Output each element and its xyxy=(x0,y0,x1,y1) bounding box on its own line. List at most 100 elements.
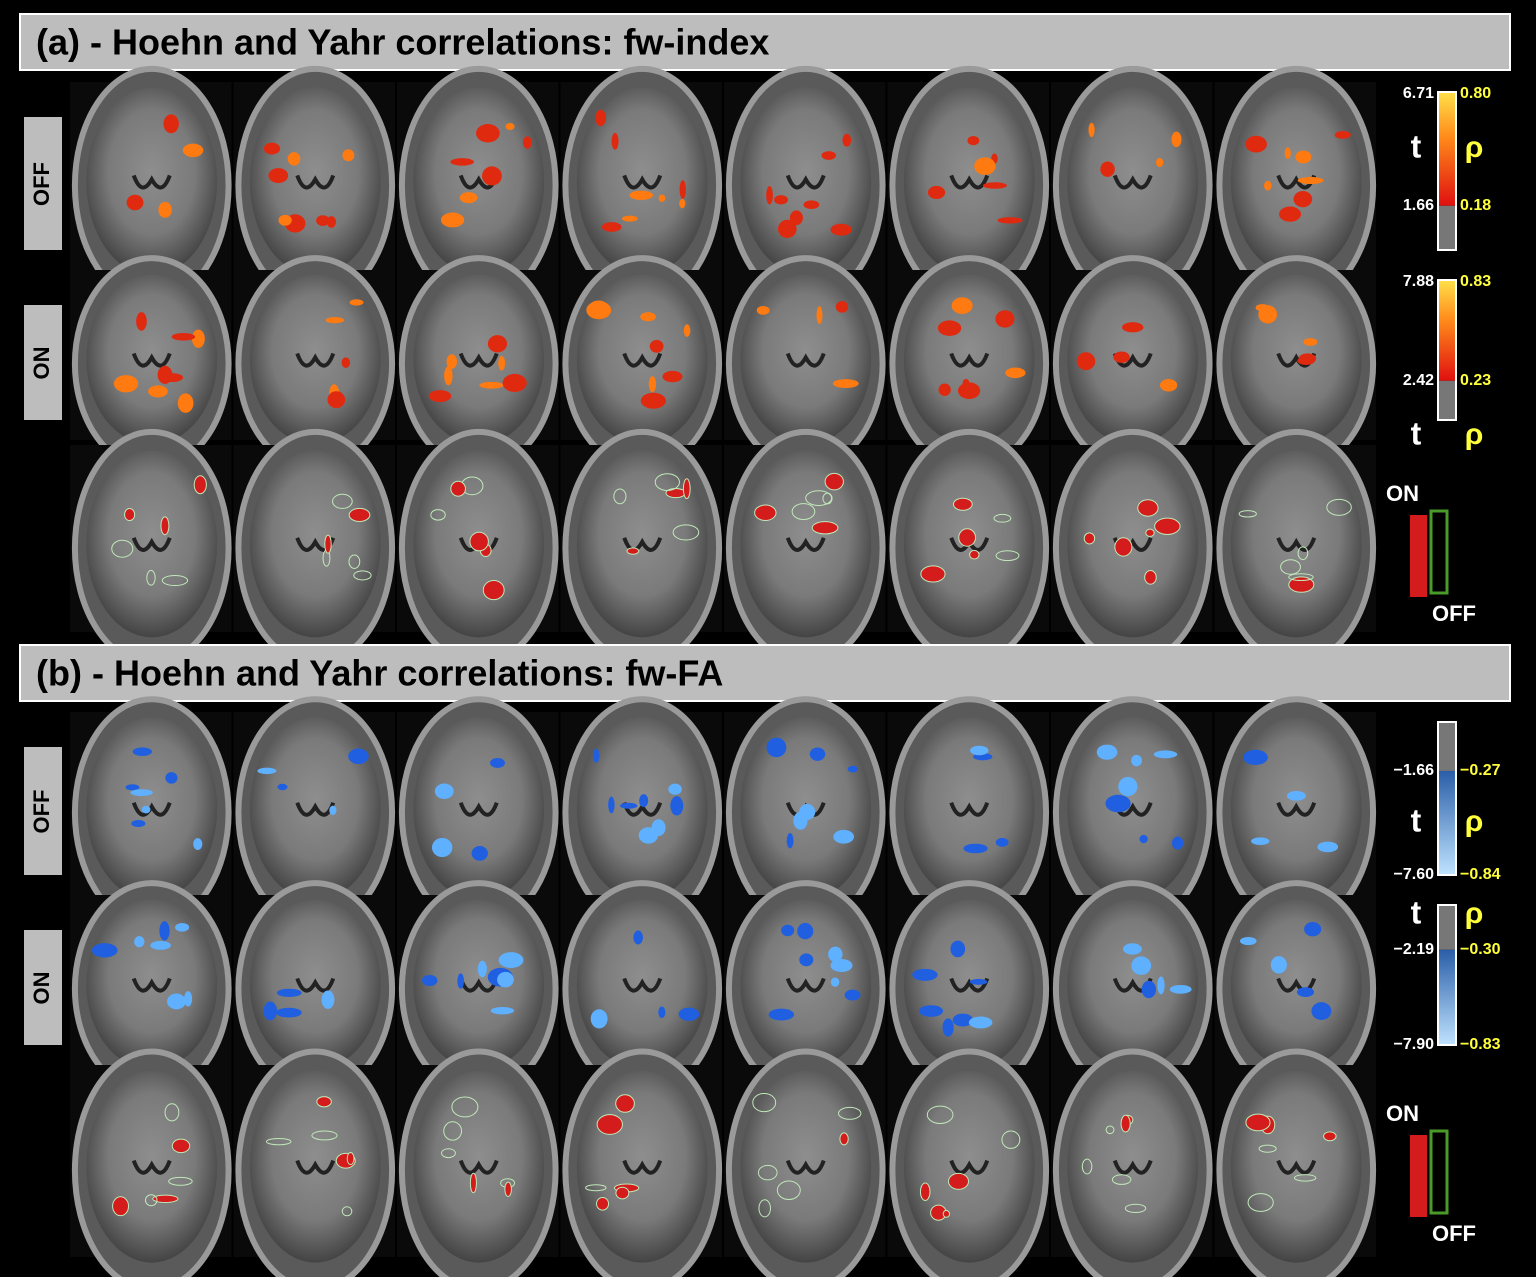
activation-blob xyxy=(799,953,814,967)
colorbar-rho-symbol: ρ xyxy=(1465,805,1484,838)
brain-slice xyxy=(397,696,559,930)
activation-blob xyxy=(601,222,622,232)
brain-slice xyxy=(397,428,559,667)
ventricles xyxy=(458,977,499,993)
activation-blob xyxy=(193,838,203,850)
activation-blob xyxy=(842,133,852,147)
activation-blob xyxy=(443,1121,463,1141)
activation-blob xyxy=(1001,1130,1021,1149)
activation-blob xyxy=(434,783,454,800)
colorbar-frame xyxy=(1437,721,1457,876)
activation-blob xyxy=(457,973,465,989)
activation-blob xyxy=(962,378,970,389)
activation-blob xyxy=(164,1103,180,1122)
activation-blob xyxy=(649,339,664,353)
brain-slice xyxy=(397,880,559,1097)
activation-blob xyxy=(326,216,337,228)
activation-blob xyxy=(348,554,361,569)
activation-blob xyxy=(682,478,691,500)
activation-blob xyxy=(757,1164,778,1181)
brain-slice xyxy=(1214,1048,1377,1277)
activation-blob xyxy=(927,185,946,200)
activation-blob xyxy=(157,365,173,384)
colorbar-t-bottom: 2.42 xyxy=(1403,372,1434,389)
activation-blob xyxy=(277,783,288,791)
activation-blob xyxy=(974,157,996,175)
activation-blob xyxy=(1157,976,1165,995)
activation-blob xyxy=(1118,776,1138,797)
colorbar-gray xyxy=(1438,905,1456,950)
activation-blob xyxy=(428,390,452,403)
activation-blob xyxy=(1141,980,1157,999)
colorbar-rho-bottom: 0.18 xyxy=(1460,197,1491,214)
row-label: OFF xyxy=(29,162,54,206)
brain-slice xyxy=(1051,1048,1213,1277)
colorbar-rho-bottom: −0.83 xyxy=(1460,1036,1501,1053)
colorbar-rho-top: −0.30 xyxy=(1460,941,1501,958)
colorbar-t-symbol: t xyxy=(1411,802,1422,838)
activation-blob xyxy=(257,767,277,775)
activation-blob xyxy=(287,152,301,166)
activation-blob xyxy=(952,1013,974,1027)
ventricles xyxy=(131,801,172,817)
activation-blob xyxy=(113,375,139,393)
activation-blob xyxy=(809,747,826,761)
legend-off-swatch xyxy=(1429,509,1449,595)
activation-blob xyxy=(1096,744,1118,760)
activation-blob xyxy=(969,549,980,560)
activation-blob xyxy=(497,971,514,988)
colorbar-frame xyxy=(1437,279,1457,421)
brain-slice xyxy=(724,880,886,1097)
activation-blob xyxy=(844,989,861,1001)
brain-slice xyxy=(397,1048,559,1277)
row-label-box xyxy=(24,930,62,1045)
activation-blob xyxy=(191,329,205,348)
brain-slice xyxy=(233,696,396,930)
activation-blob xyxy=(263,1001,277,1021)
activation-blob xyxy=(982,182,1007,189)
activation-blob xyxy=(919,1182,931,1201)
activation-blob xyxy=(1279,206,1302,222)
activation-blob xyxy=(824,472,844,491)
activation-blob xyxy=(490,758,505,768)
ventricles xyxy=(131,352,172,368)
activation-blob xyxy=(835,301,849,313)
brain-slice xyxy=(397,255,559,472)
activation-blob xyxy=(621,215,638,222)
ventricles xyxy=(131,977,172,993)
activation-blob xyxy=(847,765,859,773)
brain-slice xyxy=(560,1048,723,1277)
activation-blob xyxy=(141,805,151,814)
activation-blob xyxy=(346,1152,355,1166)
activation-blob xyxy=(182,143,204,158)
activation-blob xyxy=(1113,351,1130,363)
brain-slice xyxy=(1051,428,1213,667)
row-label: ON xyxy=(29,972,54,1005)
brain-slice xyxy=(1051,65,1213,305)
activation-blob xyxy=(995,550,1020,562)
colorbar-gray xyxy=(1438,205,1456,250)
activation-blob xyxy=(766,186,773,205)
activation-blob xyxy=(590,1009,608,1029)
activation-blob xyxy=(822,492,833,505)
ventricles xyxy=(1112,174,1153,190)
activation-blob xyxy=(1105,794,1131,813)
activation-blob xyxy=(168,1176,193,1186)
activation-blob xyxy=(626,547,640,555)
activation-blob xyxy=(469,531,489,552)
brain-slice xyxy=(1214,880,1377,1097)
brain-slice xyxy=(887,1048,1050,1277)
activation-blob xyxy=(1131,956,1152,975)
activation-blob xyxy=(938,383,951,396)
brain-slice xyxy=(397,65,559,305)
activation-blob xyxy=(774,195,789,205)
activation-blob xyxy=(1083,532,1096,545)
colorbar-frame xyxy=(1437,91,1457,251)
activation-blob xyxy=(937,320,962,336)
activation-blob xyxy=(816,306,823,324)
activation-blob xyxy=(654,473,680,492)
activation-blob xyxy=(498,355,506,371)
activation-blob xyxy=(152,1194,179,1204)
brain-slice xyxy=(70,65,232,305)
